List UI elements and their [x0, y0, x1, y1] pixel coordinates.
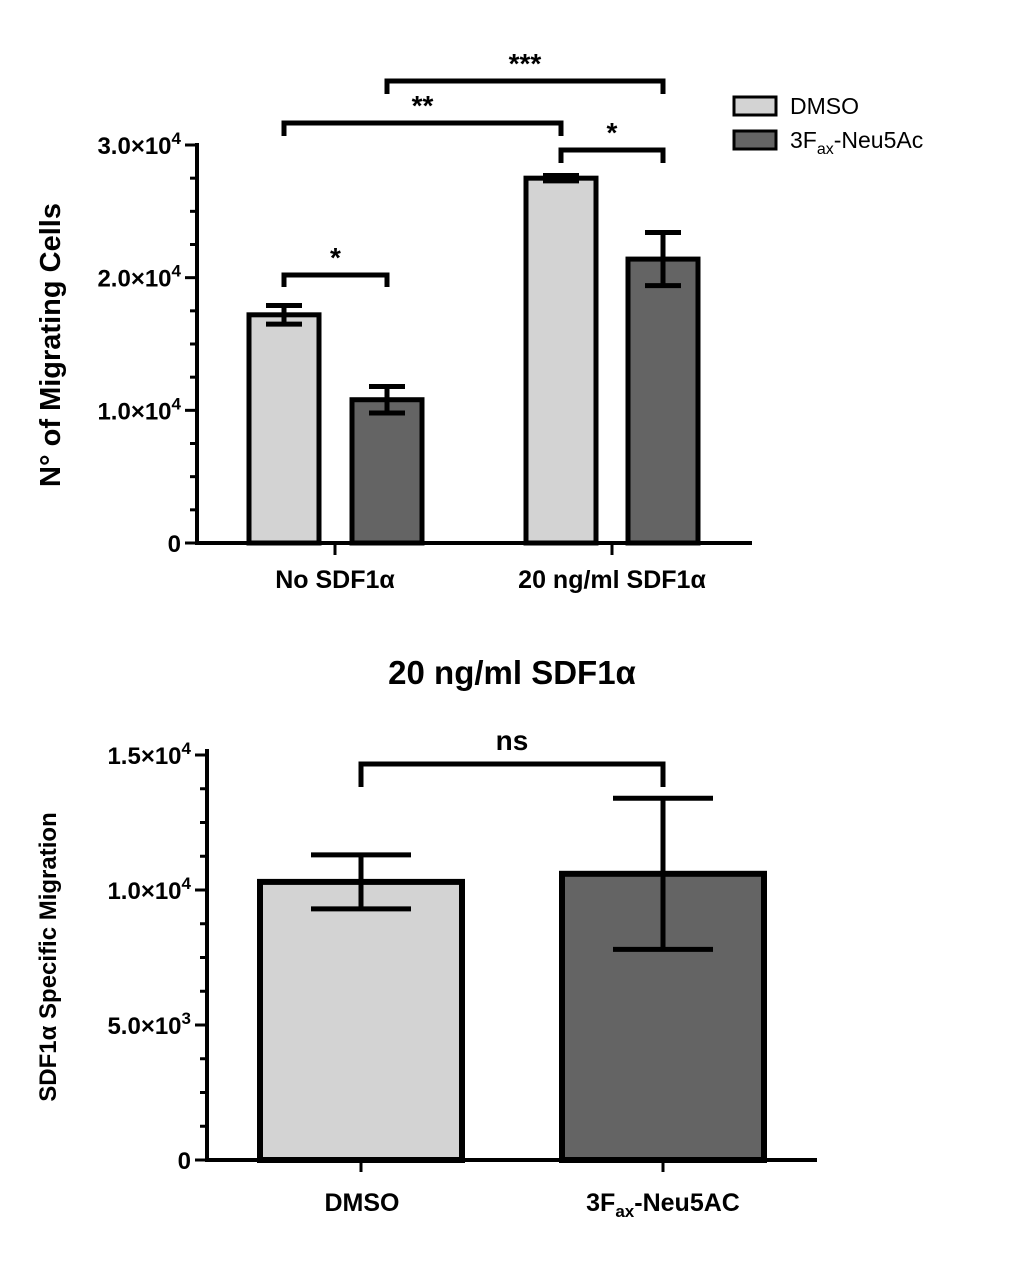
- bottom-chart-title: 20 ng/ml SDF1α: [388, 654, 636, 691]
- bottom-x-tick-label: 3Fax-Neu5AC: [586, 1189, 740, 1221]
- legend-swatch-treated: [732, 129, 778, 151]
- error-bar: [311, 852, 411, 912]
- top-x-tick-label: 20 ng/ml SDF1α: [518, 566, 706, 594]
- y-tick-label: 5.0×103: [107, 1009, 191, 1040]
- top-x-tick-label: No SDF1α: [275, 566, 395, 594]
- error-bar: [543, 173, 579, 184]
- significance-bracket: [558, 147, 666, 163]
- significance-bracket: [384, 78, 666, 94]
- legend: DMSO 3Fax-Neu5Ac: [732, 93, 923, 158]
- legend-swatch-dmso: [732, 95, 778, 117]
- significance-label: *: [607, 117, 618, 148]
- significance-bracket: [281, 120, 564, 136]
- error-bar: [266, 303, 302, 327]
- y-tick-label: 0: [178, 1148, 191, 1175]
- significance-label: ns: [496, 725, 529, 756]
- significance-label: *: [330, 242, 341, 273]
- y-tick-label: 1.0×104: [97, 394, 181, 425]
- bottom-y-axis-label: SDF1α Specific Migration: [35, 812, 62, 1101]
- y-tick-label: 3.0×104: [97, 129, 181, 160]
- significance-bracket: [358, 761, 666, 787]
- legend-label: DMSO: [790, 93, 859, 119]
- bar-treated: [349, 397, 425, 546]
- bottom-x-tick-label: DMSO: [325, 1189, 400, 1217]
- bar-dmso: [246, 312, 322, 546]
- legend-label: 3Fax-Neu5Ac: [790, 127, 923, 158]
- y-tick-label: 1.0×104: [107, 874, 191, 905]
- bar-dmso: [523, 175, 599, 546]
- error-bar: [645, 230, 681, 289]
- error-bar: [369, 383, 405, 416]
- bottom-chart: 20 ng/ml SDF1α 0 5.0×103 1.0×104 1.5×104 ns…: [35, 654, 817, 1221]
- significance-bracket: [281, 272, 390, 287]
- significance-label: ***: [509, 48, 542, 79]
- y-tick-label: 2.0×104: [97, 262, 181, 293]
- y-tick-label: 1.5×104: [107, 739, 191, 770]
- y-tick-label: 0: [168, 531, 181, 558]
- bar-treated: [625, 256, 701, 546]
- top-y-axis-label: N° of Migrating Cells: [35, 203, 67, 487]
- error-bar: [613, 795, 713, 952]
- bar-dmso: [257, 878, 465, 1164]
- significance-label: **: [412, 90, 434, 121]
